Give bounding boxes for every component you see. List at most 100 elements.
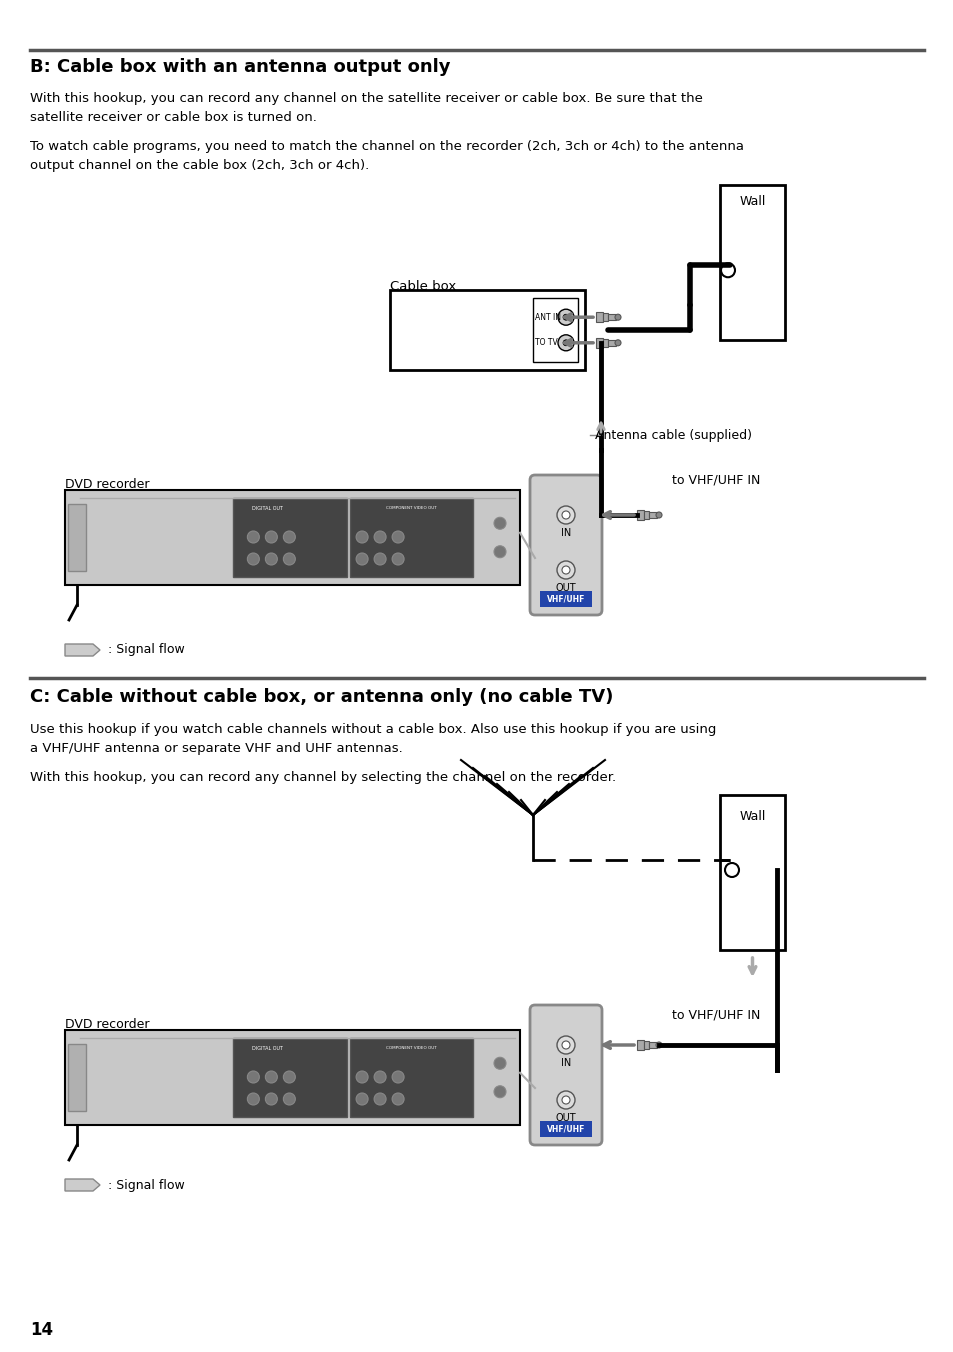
Circle shape — [557, 506, 575, 525]
Circle shape — [265, 553, 277, 565]
Text: Antenna cable (supplied): Antenna cable (supplied) — [595, 429, 751, 442]
Circle shape — [494, 546, 505, 558]
Bar — [637, 510, 643, 521]
Text: Use this hookup if you watch cable channels without a cable box. Also use this h: Use this hookup if you watch cable chann… — [30, 723, 716, 754]
Text: : Signal flow: : Signal flow — [108, 644, 185, 657]
Bar — [720, 795, 784, 950]
Circle shape — [392, 531, 404, 544]
Circle shape — [355, 531, 368, 544]
Circle shape — [724, 863, 739, 877]
Text: OUT: OUT — [555, 1113, 576, 1124]
Circle shape — [355, 553, 368, 565]
Text: 14: 14 — [30, 1321, 53, 1338]
Circle shape — [374, 553, 386, 565]
Circle shape — [247, 553, 259, 565]
Bar — [596, 338, 602, 347]
FancyBboxPatch shape — [530, 475, 601, 615]
Bar — [602, 314, 607, 322]
Bar — [539, 1121, 592, 1137]
Circle shape — [615, 314, 620, 320]
Circle shape — [247, 531, 259, 544]
Circle shape — [374, 1071, 386, 1083]
Bar — [350, 1038, 473, 1117]
Circle shape — [247, 1071, 259, 1083]
Circle shape — [557, 561, 575, 579]
Circle shape — [558, 310, 574, 326]
Circle shape — [562, 339, 568, 346]
Circle shape — [247, 1092, 259, 1105]
Text: With this hookup, you can record any channel by selecting the channel on the rec: With this hookup, you can record any cha… — [30, 771, 616, 784]
Bar — [596, 312, 602, 322]
Circle shape — [374, 531, 386, 544]
Circle shape — [283, 1071, 295, 1083]
Text: COMPONENT VIDEO OUT: COMPONENT VIDEO OUT — [386, 506, 436, 510]
Bar — [648, 1042, 657, 1048]
Text: IN: IN — [560, 529, 571, 538]
Circle shape — [265, 1092, 277, 1105]
Text: Cable box: Cable box — [390, 280, 456, 293]
Text: To watch cable programs, you need to match the channel on the recorder (2ch, 3ch: To watch cable programs, you need to mat… — [30, 141, 743, 172]
Circle shape — [558, 335, 574, 350]
Text: COMPONENT VIDEO OUT: COMPONENT VIDEO OUT — [386, 1046, 436, 1051]
Text: VHF/UHF: VHF/UHF — [546, 1125, 584, 1133]
Text: to VHF/UHF IN: to VHF/UHF IN — [671, 473, 760, 487]
Text: TO TV: TO TV — [535, 338, 558, 347]
FancyBboxPatch shape — [530, 1005, 601, 1145]
Bar — [350, 498, 473, 577]
Bar — [720, 185, 784, 339]
Circle shape — [494, 1086, 505, 1098]
Text: DVD recorder: DVD recorder — [65, 1018, 150, 1032]
Bar — [65, 1030, 519, 1125]
Polygon shape — [65, 1179, 100, 1191]
Circle shape — [561, 566, 569, 575]
Circle shape — [656, 1042, 661, 1048]
Bar — [607, 314, 616, 320]
Text: IN: IN — [560, 1059, 571, 1068]
Circle shape — [561, 511, 569, 519]
Bar — [643, 511, 648, 519]
Circle shape — [283, 553, 295, 565]
Text: DIGITAL OUT: DIGITAL OUT — [252, 1046, 283, 1051]
Circle shape — [374, 1092, 386, 1105]
Text: C: Cable without cable box, or antenna only (no cable TV): C: Cable without cable box, or antenna o… — [30, 688, 613, 706]
Bar — [390, 289, 584, 370]
Bar — [533, 297, 578, 362]
Bar — [637, 1040, 643, 1051]
Circle shape — [561, 1096, 569, 1105]
Circle shape — [557, 1036, 575, 1055]
Circle shape — [392, 1092, 404, 1105]
Bar — [68, 1044, 86, 1111]
Text: DIGITAL OUT: DIGITAL OUT — [252, 506, 283, 511]
Bar — [65, 489, 519, 585]
Bar — [233, 498, 347, 577]
Circle shape — [355, 1071, 368, 1083]
Circle shape — [494, 1057, 505, 1069]
Circle shape — [562, 314, 568, 320]
Text: Wall: Wall — [739, 195, 765, 208]
Circle shape — [494, 518, 505, 529]
Text: DVD recorder: DVD recorder — [65, 479, 150, 491]
Circle shape — [615, 339, 620, 346]
Bar — [602, 339, 607, 347]
Circle shape — [392, 553, 404, 565]
Circle shape — [720, 264, 734, 277]
Bar — [648, 512, 657, 518]
Text: OUT: OUT — [555, 583, 576, 594]
Circle shape — [355, 1092, 368, 1105]
Bar — [233, 1038, 347, 1117]
Circle shape — [656, 512, 661, 518]
Bar — [68, 504, 86, 571]
Bar — [607, 339, 616, 346]
Bar — [643, 1041, 648, 1049]
Text: With this hookup, you can record any channel on the satellite receiver or cable : With this hookup, you can record any cha… — [30, 92, 702, 124]
Text: ANT IN: ANT IN — [535, 312, 560, 322]
Circle shape — [561, 1041, 569, 1049]
Text: Wall: Wall — [739, 810, 765, 823]
Circle shape — [392, 1071, 404, 1083]
Text: B: Cable box with an antenna output only: B: Cable box with an antenna output only — [30, 58, 450, 76]
Bar — [539, 591, 592, 607]
Text: to VHF/UHF IN: to VHF/UHF IN — [671, 1009, 760, 1022]
Circle shape — [557, 1091, 575, 1109]
Text: : Signal flow: : Signal flow — [108, 1179, 185, 1191]
Circle shape — [265, 531, 277, 544]
